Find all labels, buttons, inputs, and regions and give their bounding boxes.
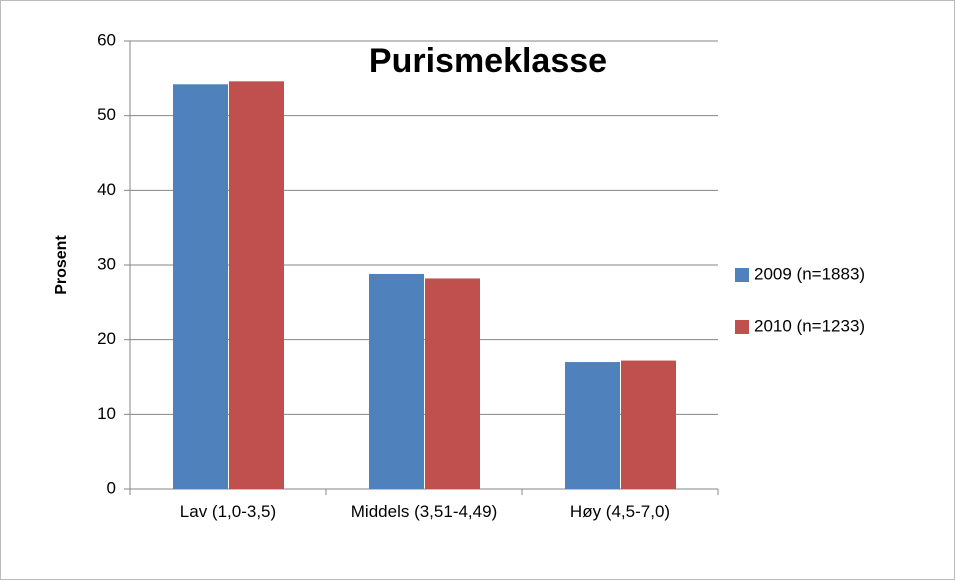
bar <box>425 278 480 489</box>
y-axis-label: Prosent <box>53 235 70 295</box>
legend-swatch <box>735 320 749 334</box>
y-tick-label: 40 <box>97 180 116 199</box>
legend-swatch <box>735 268 749 282</box>
bar <box>565 362 620 489</box>
y-tick-label: 20 <box>97 329 116 348</box>
x-tick-label: Lav (1,0-3,5) <box>179 502 277 521</box>
bar <box>229 81 284 489</box>
bar <box>621 360 676 489</box>
y-tick-label: 10 <box>97 404 116 423</box>
y-tick-label: 50 <box>97 105 116 124</box>
x-tick-label: Middels (3,51-4,49) <box>350 502 498 521</box>
legend-label: 2009 (n=1883) <box>754 264 865 283</box>
chart-title: Purismeklasse <box>369 42 607 80</box>
bar <box>369 273 424 489</box>
y-tick-label: 60 <box>97 30 116 49</box>
legend-label: 2010 (n=1233) <box>754 316 865 335</box>
y-tick-label: 30 <box>97 254 116 273</box>
y-tick-label: 0 <box>107 478 116 497</box>
x-tick-label: Høy (4,5-7,0) <box>569 502 671 521</box>
bar <box>173 84 228 489</box>
